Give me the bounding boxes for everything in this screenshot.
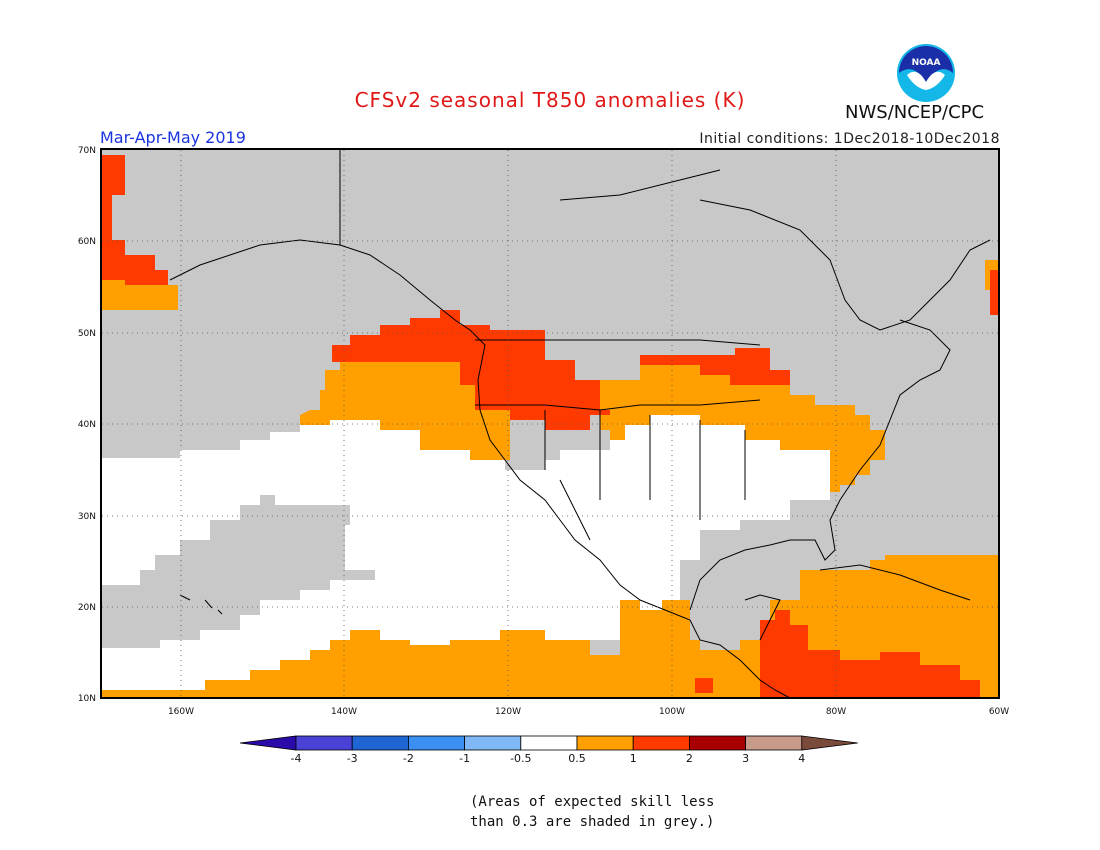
- lat-label: 30N: [78, 512, 96, 522]
- map-frame: [100, 148, 1000, 699]
- lat-label: 10N: [78, 694, 96, 704]
- colorbar-tick-label: -3: [347, 752, 358, 765]
- lon-label: 120W: [495, 707, 521, 717]
- colorbar-tick-label: -4: [291, 752, 302, 765]
- colorbar-tick-label: -0.5: [510, 752, 531, 765]
- orange-us-east: [600, 365, 885, 492]
- lat-label: 70N: [78, 146, 96, 156]
- season-label: Mar-Apr-May 2019: [100, 128, 246, 147]
- orange-pacific-north: [300, 362, 510, 460]
- colorbar-swatch: [407, 735, 465, 751]
- lat-label: 50N: [78, 329, 96, 339]
- colorbar-swatch: [632, 735, 690, 751]
- skill-note: (Areas of expected skill less than 0.3 a…: [470, 792, 714, 832]
- colorbar-arrow-right: [801, 735, 858, 751]
- white-region: [102, 415, 830, 690]
- grey-pacific-patch: [102, 495, 375, 648]
- colorbar-tick-label: 4: [798, 752, 805, 765]
- skill-note-line: (Areas of expected skill less: [470, 794, 715, 810]
- red-small-patch: [695, 678, 713, 693]
- grey-gulf-patch: [690, 520, 870, 625]
- lat-label: 20N: [78, 603, 96, 613]
- colorbar-swatch: [745, 735, 803, 751]
- colorbar-tick-label: -2: [403, 752, 414, 765]
- red-caribbean: [760, 610, 980, 698]
- colorbar-tick-label: 3: [742, 752, 749, 765]
- colorbar-tick-label: 2: [686, 752, 693, 765]
- colorbar-tick-label: -1: [459, 752, 470, 765]
- initial-conditions-label: Initial conditions: 1Dec2018-10Dec2018: [699, 131, 1000, 147]
- lon-label: 60W: [989, 707, 1009, 717]
- colorbar-arrow-left: [239, 735, 297, 751]
- red-great-lakes: [640, 348, 790, 385]
- lat-label: 40N: [78, 420, 96, 430]
- orange-alaska: [102, 280, 178, 310]
- colorbar-swatch: [295, 735, 353, 751]
- colorbar: -4 -3 -2 -1 -0.5 0.5 1 2 3 4: [239, 735, 858, 765]
- colorbar-tick-label: 0.5: [568, 752, 586, 765]
- lon-label: 80W: [826, 707, 846, 717]
- agency-label: NWS/NCEP/CPC: [845, 102, 985, 123]
- lon-label: 140W: [331, 707, 357, 717]
- map-title: CFSv2 seasonal T850 anomalies (K): [354, 88, 746, 112]
- colorbar-swatch: [351, 735, 409, 751]
- noaa-logo: NOAA: [897, 44, 955, 102]
- red-alaska: [102, 155, 168, 285]
- lon-label: 160W: [168, 707, 194, 717]
- lat-label: 60N: [78, 237, 96, 247]
- logo-text: NOAA: [912, 58, 941, 68]
- colorbar-swatch: [576, 735, 634, 751]
- colorbar-swatch: [520, 735, 578, 751]
- colorbar-swatch: [689, 735, 747, 751]
- coastlines: [169, 150, 991, 699]
- colorbar-tick-label: 1: [630, 752, 637, 765]
- grey-small-patch: [590, 640, 620, 655]
- skill-note-line: than 0.3 are shaded in grey.): [470, 814, 715, 830]
- colorbar-swatch: [464, 735, 522, 751]
- red-labrador: [990, 270, 999, 315]
- lon-label: 100W: [659, 707, 685, 717]
